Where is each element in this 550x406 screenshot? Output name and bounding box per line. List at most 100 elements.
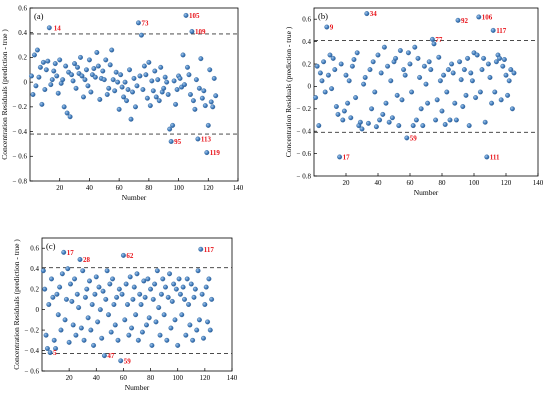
data-point [133,312,139,318]
data-point [466,123,472,129]
data-point [121,94,127,100]
data-point [97,307,103,313]
data-point [359,126,365,132]
data-point [72,61,78,67]
x-tick-label: 140 [227,374,238,382]
data-point [154,268,160,274]
data-point [78,325,84,331]
data-point [198,56,204,62]
data-point [186,302,192,307]
data-point [349,63,355,69]
data-point [176,276,182,282]
data-point [484,154,490,160]
data-point [146,315,152,321]
outlier-label: 34 [370,10,378,18]
data-point [322,89,328,95]
data-point [453,117,459,123]
data-point [319,78,325,84]
data-point [169,298,175,304]
data-point [93,274,99,280]
data-point [168,139,174,144]
data-point [184,276,190,282]
data-point [136,20,141,26]
data-point [211,75,217,81]
y-tick-label: − 0.2 [25,326,40,334]
data-point [55,312,61,318]
data-point [30,92,36,97]
data-point [172,317,178,323]
panel-label: (c) [46,241,56,251]
data-point [162,74,168,80]
data-point [203,284,209,290]
data-point [429,36,435,42]
data-point [476,14,482,20]
data-point [183,332,189,338]
data-point [380,111,386,117]
plot-frame [29,7,239,182]
data-point [116,106,122,112]
x-tick-label: 40 [375,179,383,187]
data-point [138,302,144,307]
y-tick-label: − 0.6 [297,150,312,158]
outlier-label: 62 [126,252,134,260]
data-point [94,50,100,55]
data-point [396,123,402,129]
data-point [506,78,512,84]
data-point [134,271,140,277]
data-point [141,278,147,284]
data-point [420,123,426,129]
outlier-label: 77 [435,36,443,44]
data-point [77,257,83,262]
data-point [34,47,40,53]
data-point [100,288,106,294]
data-point [353,95,359,101]
data-point [52,61,58,67]
x-tick-label: 60 [120,374,128,382]
data-point [61,104,67,110]
data-point [157,332,163,338]
data-point [76,305,82,311]
data-point [101,77,107,83]
data-point [207,67,213,73]
data-point [204,150,210,156]
data-point [144,95,150,101]
outlier-label: 117 [496,27,507,35]
data-point [460,104,466,110]
data-point [130,296,136,302]
outlier-label: 92 [461,17,469,25]
data-point [106,85,112,91]
data-point [142,294,148,300]
x-tick-label: 100 [172,374,183,382]
data-point [195,136,201,142]
data-point [85,83,91,89]
data-point [208,99,214,105]
data-point [152,281,158,287]
data-point [185,64,190,70]
data-point [66,339,72,345]
x-axis-label: Number [122,193,147,202]
data-point [418,106,424,112]
data-point [173,286,179,292]
y-tick-label: − 0.6 [25,367,40,375]
data-point [147,103,153,109]
x-tick-label: 40 [86,184,94,192]
data-point [337,154,343,160]
data-point [210,104,216,110]
panel-label: (a) [34,11,44,21]
y-tick-label: − 0.2 [13,103,28,111]
data-point [388,78,394,84]
data-point [490,27,496,33]
data-point [436,54,442,60]
data-point [501,57,507,62]
data-point [80,268,86,274]
y-tick-label: − 0.4 [25,347,40,355]
data-point [68,281,73,287]
data-point [450,70,456,76]
data-point [59,271,65,277]
panel-label: (b) [318,11,328,21]
data-point [74,291,80,297]
x-tick-label: 120 [200,374,211,382]
x-tick-label: 140 [233,184,244,192]
data-point [82,77,88,83]
